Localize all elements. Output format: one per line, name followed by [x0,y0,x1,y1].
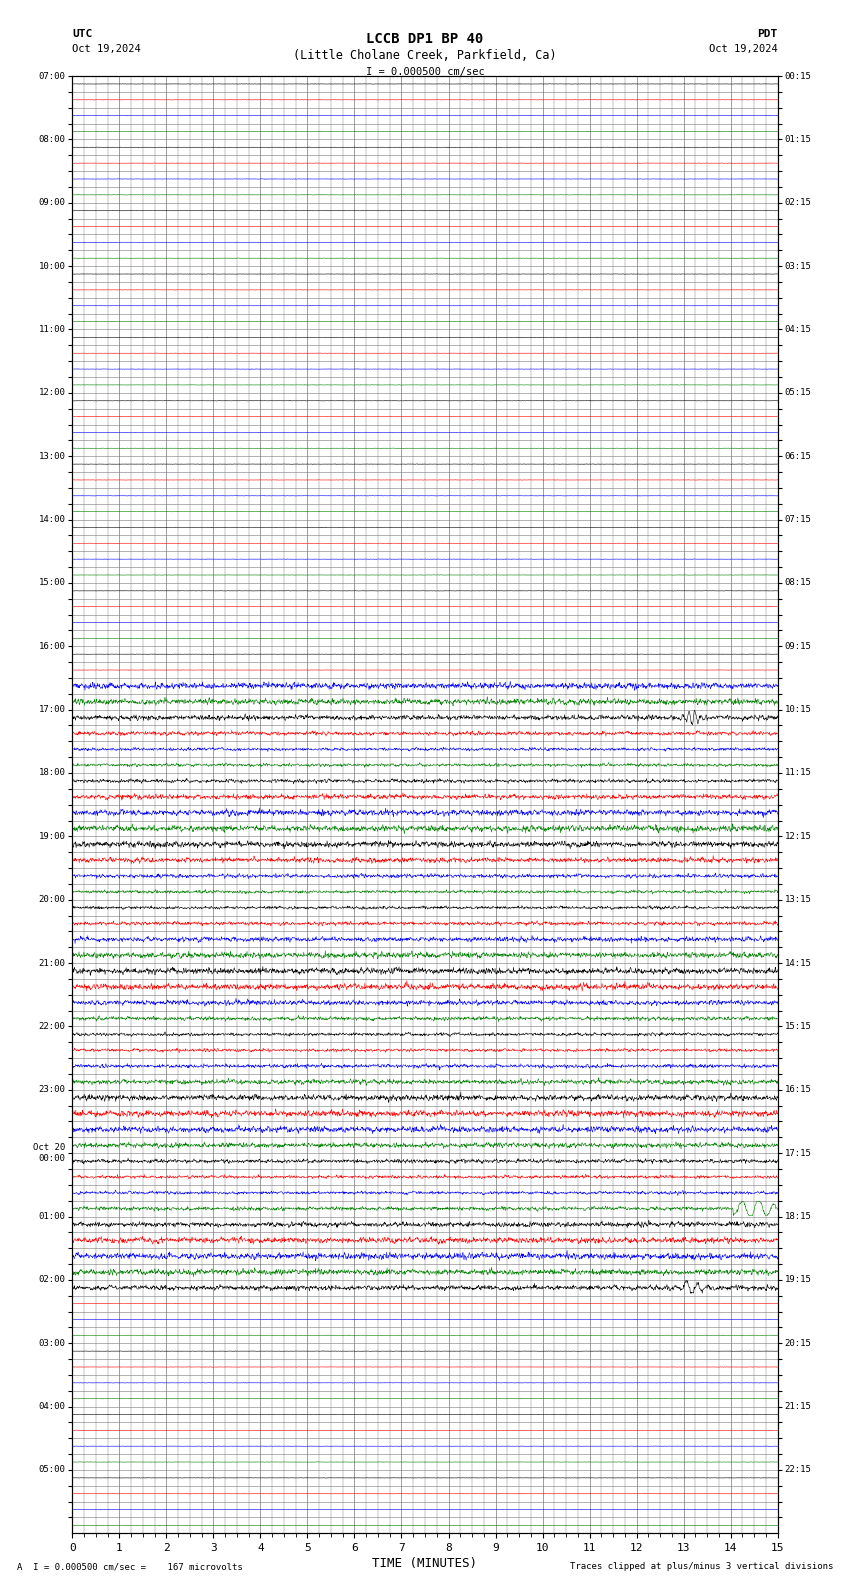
Text: PDT: PDT [757,29,778,38]
Text: Oct 19,2024: Oct 19,2024 [72,44,141,54]
X-axis label: TIME (MINUTES): TIME (MINUTES) [372,1557,478,1570]
Text: A  I = 0.000500 cm/sec =    167 microvolts: A I = 0.000500 cm/sec = 167 microvolts [17,1562,243,1571]
Text: LCCB DP1 BP 40: LCCB DP1 BP 40 [366,32,484,46]
Text: Traces clipped at plus/minus 3 vertical divisions: Traces clipped at plus/minus 3 vertical … [570,1562,833,1571]
Text: Oct 19,2024: Oct 19,2024 [709,44,778,54]
Text: (Little Cholane Creek, Parkfield, Ca): (Little Cholane Creek, Parkfield, Ca) [293,49,557,62]
Text: UTC: UTC [72,29,93,38]
Text: I = 0.000500 cm/sec: I = 0.000500 cm/sec [366,67,484,76]
